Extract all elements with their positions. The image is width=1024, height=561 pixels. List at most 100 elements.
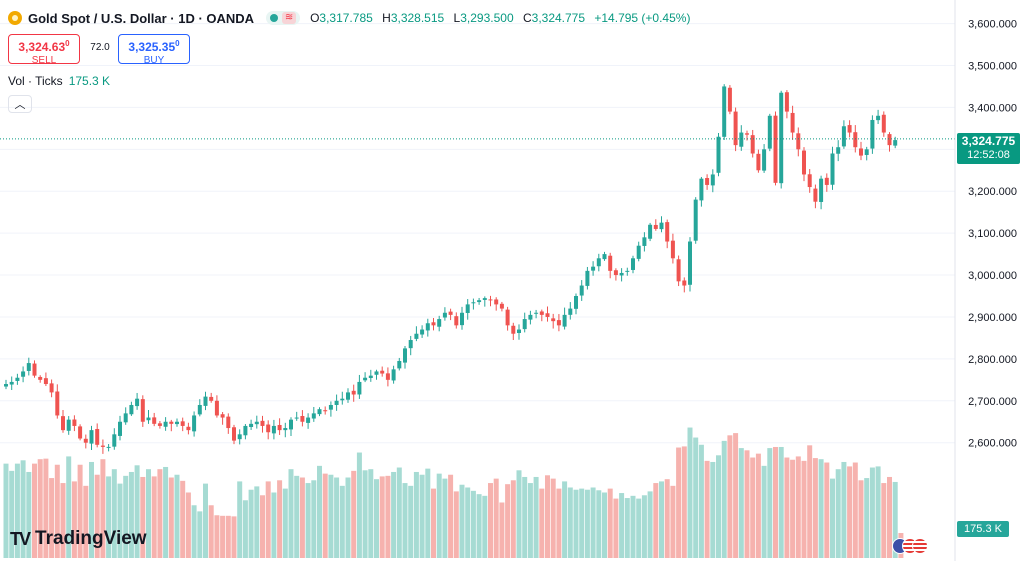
volume-bar: [248, 489, 254, 558]
us-flag-icon[interactable]: [892, 538, 932, 556]
volume-bar: [391, 471, 397, 558]
candle-body: [562, 314, 567, 327]
volume-bar: [180, 480, 186, 558]
candle-body: [528, 314, 533, 320]
volume-bar: [584, 489, 590, 558]
buy-button[interactable]: 3,325.350 BUY: [118, 34, 190, 66]
candle-body: [705, 178, 710, 185]
volume-bar: [431, 488, 436, 558]
volume-bar: [294, 475, 300, 558]
candle-body: [368, 375, 373, 378]
candle-body: [214, 400, 219, 416]
volume-bar: [545, 475, 550, 558]
buy-label: BUY: [143, 55, 165, 66]
candle-body: [534, 312, 539, 314]
market-status-badge[interactable]: ≋: [266, 11, 301, 25]
candle-body: [682, 280, 687, 286]
volume-bar: [9, 470, 15, 558]
volume-bar: [408, 485, 414, 558]
candle-body: [306, 417, 311, 423]
volume-bar: [875, 466, 881, 558]
volume-bar: [220, 515, 226, 558]
candle-body: [66, 419, 71, 431]
volume-bar: [14, 463, 20, 558]
volume-bar: [237, 481, 243, 558]
change-value: +14.795 (+0.45%): [594, 11, 691, 25]
volume-bar: [163, 466, 169, 558]
price-tick-label: 2,800.000: [968, 354, 1017, 366]
candle-body: [163, 421, 168, 427]
volume-bar: [374, 479, 379, 558]
volume-bar: [493, 478, 499, 558]
candle-body: [226, 416, 231, 429]
volume-bar: [841, 461, 847, 558]
candle-body: [277, 424, 282, 431]
volume-bar: [812, 458, 818, 558]
last-price-tag: 3,324.775 12:52:08: [957, 133, 1020, 164]
market-open-dot-icon: [270, 14, 279, 22]
volume-bar: [562, 481, 568, 558]
volume-bar: [242, 500, 248, 558]
price-tick-label: 3,500.000: [968, 60, 1017, 72]
volume-bar: [784, 457, 790, 558]
volume-legend[interactable]: Vol · Ticks 175.3 K: [8, 74, 110, 88]
candle-body: [135, 398, 140, 407]
candle-body: [437, 319, 442, 327]
high-label: H: [382, 11, 391, 25]
spread-value: 72.0: [90, 42, 110, 53]
candle-body: [807, 174, 812, 188]
volume-bar: [721, 440, 727, 558]
candle-body: [431, 322, 436, 326]
volume-bar: [698, 444, 704, 558]
candle-body: [346, 392, 350, 400]
volume-bar: [750, 457, 756, 558]
volume-bar: [653, 483, 659, 558]
volume-bar: [830, 478, 835, 558]
volume-bar: [807, 445, 813, 558]
volume-bar: [869, 467, 875, 558]
close-value: 3,324.775: [531, 11, 586, 25]
candle-body: [596, 258, 601, 267]
candle-body: [659, 222, 664, 230]
candle-body: [539, 311, 544, 315]
symbol-title[interactable]: Gold Spot / U.S. Dollar · 1D · OANDA: [28, 10, 255, 26]
candle-body: [784, 92, 789, 112]
chevron-up-icon[interactable]: ︿: [8, 95, 32, 113]
candle-body: [488, 299, 493, 301]
candle-body: [72, 419, 77, 426]
volume-bar: [106, 476, 112, 558]
open-label: O: [310, 11, 320, 25]
candle-body: [836, 147, 841, 154]
candle-body: [220, 414, 225, 418]
candle-body: [4, 384, 8, 387]
candle-body: [608, 255, 613, 271]
volume-bar: [311, 480, 317, 558]
candle-body: [311, 413, 316, 419]
volume-legend-value: 175.3 K: [68, 74, 111, 88]
tradingview-logo[interactable]: TV TradingView: [10, 528, 147, 550]
candle-body: [727, 87, 732, 112]
volume-bar: [356, 452, 362, 558]
candle-body: [100, 445, 105, 447]
volume-bar: [858, 480, 864, 558]
candle-body: [271, 425, 276, 434]
symbol-header[interactable]: Gold Spot / U.S. Dollar · 1D · OANDA ≋ O…: [8, 8, 696, 28]
candle-body: [454, 316, 459, 326]
candle-body: [631, 258, 635, 270]
volume-bar: [231, 516, 237, 558]
price-axis[interactable]: 2,600.000 2,700.000 2,800.000 2,900.000 3,00…: [954, 0, 1017, 561]
candle-body: [642, 237, 647, 246]
volume-bar: [624, 498, 630, 558]
price-tick-label: 3,000.000: [968, 270, 1017, 282]
volume-bar: [419, 474, 425, 558]
candle-body: [328, 404, 333, 410]
candle-body: [106, 446, 111, 448]
candle-body: [38, 376, 43, 380]
sell-button[interactable]: 3,324.630 SELL: [8, 34, 80, 66]
volume-bar: [339, 485, 345, 558]
high-value: 3,328.515: [390, 11, 445, 25]
candle-body: [591, 266, 596, 271]
candle-body: [613, 270, 618, 276]
candle-body: [192, 415, 197, 432]
